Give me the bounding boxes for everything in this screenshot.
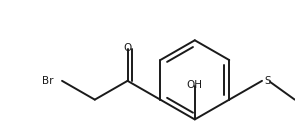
Text: O: O xyxy=(123,43,132,53)
Text: OH: OH xyxy=(187,80,203,90)
Text: S: S xyxy=(264,76,271,86)
Text: Br: Br xyxy=(41,76,53,86)
